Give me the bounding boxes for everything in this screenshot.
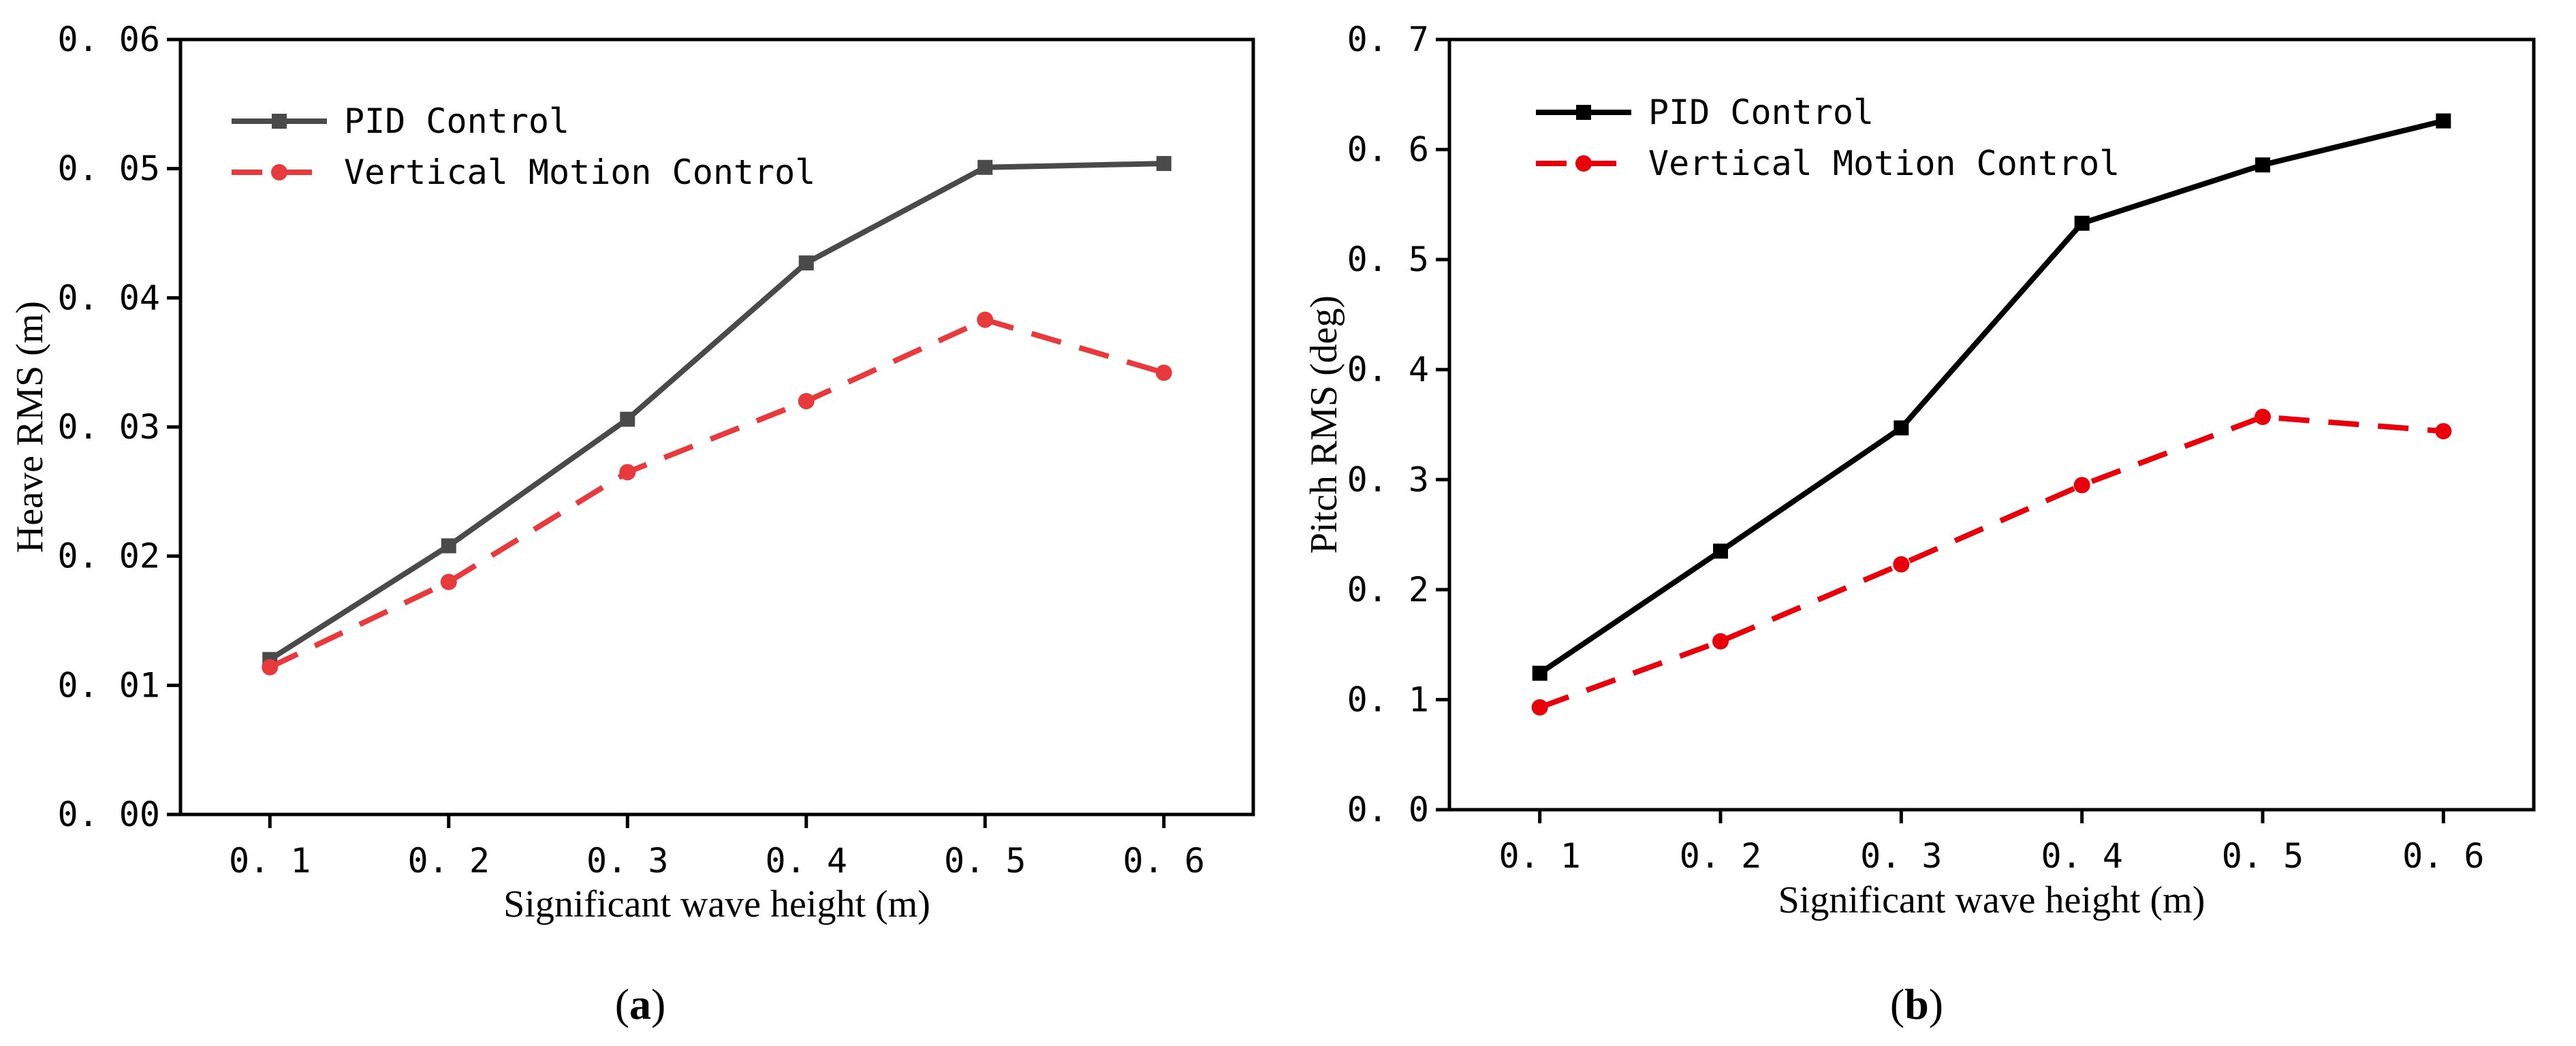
- legend-entry: Vertical Motion Control: [232, 153, 815, 192]
- data-point: [1894, 420, 1909, 436]
- legend-marker: [1576, 105, 1591, 120]
- data-point: [262, 659, 279, 676]
- caption-paren-open: (: [1890, 980, 1904, 1028]
- panel-caption: (b): [1890, 980, 1943, 1028]
- caption-paren-open: (: [615, 980, 629, 1028]
- caption-paren-close: ): [651, 980, 665, 1028]
- data-point: [2255, 409, 2271, 426]
- y-tick-label: 0. 4: [1347, 350, 1429, 390]
- y-tick-label: 0. 3: [1347, 460, 1429, 499]
- y-tick-label: 0. 6: [1347, 130, 1429, 170]
- y-tick-label: 0. 7: [1347, 20, 1429, 59]
- y-axis-title: Pitch RMS (deg): [1303, 296, 1345, 554]
- legend-entry: PID Control: [232, 101, 569, 141]
- x-tick-label: 0. 5: [944, 841, 1026, 881]
- series-pid-control: [262, 156, 1172, 667]
- x-tick-label: 0. 5: [2222, 836, 2304, 876]
- series-vertical-motion-control: [1531, 409, 2452, 716]
- x-tick-label: 0. 6: [1123, 841, 1205, 881]
- chart-panel-a: 0. 00 0. 01 0. 02 0. 03 0. 04 0. 05 0. 06 0. 1 0…: [9, 20, 1255, 1028]
- caption-letter: a: [629, 980, 651, 1028]
- series-vertical-motion-control: [262, 311, 1172, 676]
- x-tick-label: 0. 6: [2402, 836, 2484, 876]
- x-tick-label: 0. 2: [408, 841, 490, 881]
- caption-paren-close: ): [1929, 980, 1943, 1028]
- x-tick-label: 0. 4: [766, 841, 847, 881]
- legend-marker: [272, 114, 287, 129]
- data-point: [2255, 157, 2270, 173]
- y-tick-label: 0. 1: [1347, 680, 1429, 719]
- data-point: [1532, 665, 1548, 681]
- y-tick-label: 0. 04: [57, 278, 160, 317]
- y-tick-label: 0. 0: [1347, 790, 1429, 829]
- x-tick-label: 0. 2: [1680, 836, 1761, 876]
- x-axis-title: Significant wave height (m): [503, 883, 930, 925]
- data-point: [798, 393, 815, 410]
- x-tick-label: 0. 3: [1860, 836, 1942, 876]
- data-point: [2074, 215, 2090, 231]
- y-tick-label: 0. 2: [1347, 570, 1429, 609]
- y-tick-label: 0. 05: [57, 149, 160, 189]
- data-point: [619, 464, 636, 481]
- x-tick-label: 0. 3: [586, 841, 668, 881]
- y-tick-label: 0. 00: [57, 795, 160, 834]
- data-point: [977, 311, 994, 328]
- data-point: [798, 255, 814, 271]
- data-point: [1156, 156, 1172, 172]
- data-point: [1713, 543, 1728, 559]
- x-tick-label: 0. 1: [1498, 836, 1580, 876]
- series-line: [268, 317, 1165, 670]
- legend-label: PID Control: [344, 101, 569, 141]
- series-pid-control: [1532, 113, 2451, 681]
- legend-entry: PID Control: [1536, 93, 1874, 132]
- x-tick-label: 0. 1: [229, 841, 311, 881]
- caption-letter: b: [1904, 980, 1929, 1028]
- data-point: [441, 538, 456, 554]
- y-tick-label: 0. 03: [57, 407, 160, 447]
- series-line: [268, 161, 1164, 662]
- data-point: [1155, 364, 1172, 381]
- data-point: [1531, 699, 1548, 716]
- y-tick-label: 0. 01: [57, 665, 160, 705]
- data-point: [1893, 556, 1910, 573]
- data-point: [977, 159, 993, 175]
- data-point: [1712, 633, 1729, 650]
- legend-entry: Vertical Motion Control: [1536, 144, 2120, 183]
- series-line: [1539, 414, 2444, 710]
- legend-label: PID Control: [1648, 93, 1874, 132]
- panel-caption: (a): [615, 980, 666, 1028]
- x-tick-label: 0. 4: [2041, 836, 2122, 876]
- chart-panel-b: 0. 0 0. 1 0. 2 0. 3 0. 4 0. 5 0. 6 0. 7 0. 1 0. 2…: [1303, 20, 2536, 1028]
- data-point: [2436, 113, 2451, 129]
- legend-label: Vertical Motion Control: [344, 153, 815, 192]
- legend-label: Vertical Motion Control: [1648, 144, 2120, 183]
- x-axis-title: Significant wave height (m): [1778, 879, 2205, 921]
- legend-marker: [1575, 155, 1592, 172]
- y-tick-label: 0. 06: [57, 20, 160, 59]
- data-point: [2435, 423, 2452, 440]
- y-tick-label: 0. 02: [57, 537, 160, 576]
- y-tick-label: 0. 5: [1347, 240, 1429, 279]
- data-point: [2073, 477, 2090, 494]
- y-axis-title: Heave RMS (m): [9, 301, 51, 553]
- legend-marker: [271, 164, 287, 180]
- plot-frame: [1447, 37, 2536, 812]
- series-line: [1538, 118, 2445, 676]
- data-point: [440, 573, 457, 590]
- data-point: [620, 411, 635, 427]
